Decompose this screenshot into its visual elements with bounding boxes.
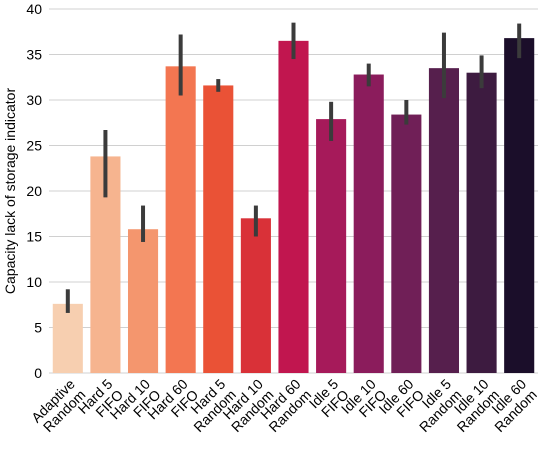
bar xyxy=(504,38,535,374)
bar xyxy=(240,218,271,373)
y-tick-label: 30 xyxy=(26,92,42,108)
y-tick-label: 10 xyxy=(26,274,42,290)
y-tick-label: 25 xyxy=(26,138,42,154)
error-bars xyxy=(65,22,522,313)
bar xyxy=(203,85,234,373)
bar xyxy=(466,72,497,373)
y-tick-label: 40 xyxy=(26,1,42,17)
bar xyxy=(165,66,196,373)
bar xyxy=(316,119,347,373)
y-axis-label: Capacity lack of storage indicator xyxy=(2,88,18,295)
y-tick-label: 35 xyxy=(26,47,42,63)
bar xyxy=(353,74,384,374)
y-tick-label: 20 xyxy=(26,183,42,199)
y-tick-label: 0 xyxy=(34,365,42,381)
y-tick-label: 15 xyxy=(26,229,42,245)
bar xyxy=(52,303,83,373)
y-tick-labels: 0 5 10 15 20 25 30 35 40 xyxy=(26,1,42,381)
x-tick-label: Idle 60Random xyxy=(481,376,540,435)
y-tick-label: 5 xyxy=(34,320,42,336)
bar xyxy=(391,114,422,373)
bars xyxy=(52,38,535,374)
bar xyxy=(278,40,309,373)
bar xyxy=(428,68,460,374)
bar xyxy=(127,229,159,373)
x-tick-label: Hard 60Random xyxy=(255,376,314,435)
